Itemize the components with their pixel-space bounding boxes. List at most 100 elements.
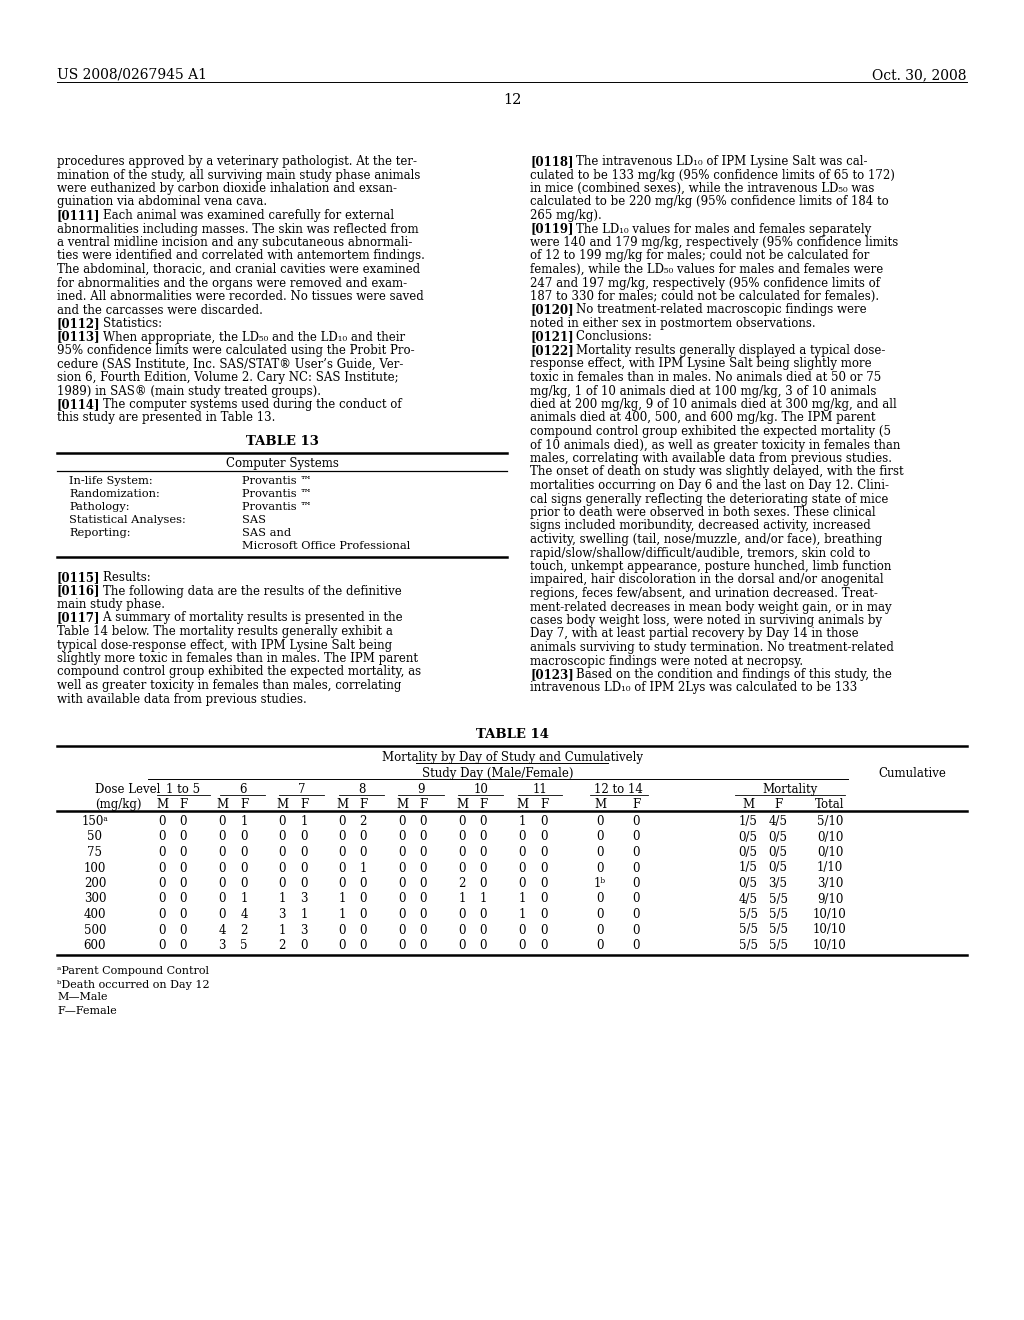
Text: 0: 0 [479,830,486,843]
Text: 0/5: 0/5 [738,830,758,843]
Text: 3: 3 [300,924,308,936]
Text: 5/5: 5/5 [768,924,787,936]
Text: 10/10: 10/10 [813,939,847,952]
Text: 1: 1 [518,814,525,828]
Text: M: M [216,799,228,810]
Text: In-life System:: In-life System: [69,477,153,486]
Text: 0: 0 [218,908,225,921]
Text: 0: 0 [479,939,486,952]
Text: 1/5: 1/5 [738,862,758,874]
Text: 0: 0 [338,814,346,828]
Text: 0: 0 [179,846,186,859]
Text: The intravenous LD₁₀ of IPM Lysine Salt was cal-: The intravenous LD₁₀ of IPM Lysine Salt … [560,154,867,168]
Text: activity, swelling (tail, nose/muzzle, and/or face), breathing: activity, swelling (tail, nose/muzzle, a… [530,533,883,546]
Text: rapid/slow/shallow/difficult/audible, tremors, skin cold to: rapid/slow/shallow/difficult/audible, tr… [530,546,870,560]
Text: 0: 0 [398,876,406,890]
Text: 0: 0 [279,846,286,859]
Text: 2: 2 [279,939,286,952]
Text: Pathology:: Pathology: [69,502,129,512]
Text: 4: 4 [218,924,225,936]
Text: a ventral midline incision and any subcutaneous abnormali-: a ventral midline incision and any subcu… [57,236,413,249]
Text: 5: 5 [241,939,248,952]
Text: 1ᵇ: 1ᵇ [594,876,606,890]
Text: of 12 to 199 mg/kg for males; could not be calculated for: of 12 to 199 mg/kg for males; could not … [530,249,869,263]
Text: 0: 0 [541,876,548,890]
Text: prior to death were observed in both sexes. These clinical: prior to death were observed in both sex… [530,506,876,519]
Text: 0: 0 [632,939,640,952]
Text: females), while the LD₅₀ values for males and females were: females), while the LD₅₀ values for male… [530,263,884,276]
Text: Oct. 30, 2008: Oct. 30, 2008 [872,69,967,82]
Text: 0: 0 [632,862,640,874]
Text: M: M [594,799,606,810]
Text: 0: 0 [632,814,640,828]
Text: 0: 0 [159,814,166,828]
Text: 1989) in SAS® (main study treated groups).: 1989) in SAS® (main study treated groups… [57,384,321,397]
Text: macroscopic findings were noted at necropsy.: macroscopic findings were noted at necro… [530,655,803,668]
Text: 265 mg/kg).: 265 mg/kg). [530,209,602,222]
Text: 0: 0 [300,846,308,859]
Text: M: M [456,799,468,810]
Text: ᵃParent Compound Control: ᵃParent Compound Control [57,966,209,977]
Text: 1: 1 [518,892,525,906]
Text: [0114]: [0114] [57,399,100,411]
Text: 0: 0 [596,862,604,874]
Text: 4/5: 4/5 [768,814,787,828]
Text: 0: 0 [159,862,166,874]
Text: Provantis ™: Provantis ™ [242,502,311,512]
Text: 6: 6 [240,783,247,796]
Text: 0: 0 [398,862,406,874]
Text: ined. All abnormalities were recorded. No tissues were saved: ined. All abnormalities were recorded. N… [57,290,424,304]
Text: 1: 1 [300,814,307,828]
Text: Mortality by Day of Study and Cumulatively: Mortality by Day of Study and Cumulative… [382,751,642,764]
Text: 0: 0 [179,814,186,828]
Text: 0/5: 0/5 [738,876,758,890]
Text: 0: 0 [279,814,286,828]
Text: 0: 0 [338,924,346,936]
Text: and the carcasses were discarded.: and the carcasses were discarded. [57,304,263,317]
Text: animals died at 400, 500, and 600 mg/kg. The IPM parent: animals died at 400, 500, and 600 mg/kg.… [530,412,876,425]
Text: 0: 0 [159,846,166,859]
Text: 0: 0 [241,862,248,874]
Text: 0: 0 [359,876,367,890]
Text: 0: 0 [179,830,186,843]
Text: 5/5: 5/5 [738,908,758,921]
Text: 0: 0 [459,924,466,936]
Text: 0: 0 [179,939,186,952]
Text: Statistics:: Statistics: [88,317,162,330]
Text: [0117]: [0117] [57,611,100,624]
Text: The LD₁₀ values for males and females separately: The LD₁₀ values for males and females se… [560,223,870,235]
Text: 0: 0 [398,892,406,906]
Text: mg/kg, 1 of 10 animals died at 100 mg/kg, 3 of 10 animals: mg/kg, 1 of 10 animals died at 100 mg/kg… [530,384,877,397]
Text: [0119]: [0119] [530,223,573,235]
Text: 0: 0 [218,876,225,890]
Text: F: F [540,799,548,810]
Text: 95% confidence limits were calculated using the Probit Pro-: 95% confidence limits were calculated us… [57,345,415,356]
Text: 0: 0 [300,830,308,843]
Text: cal signs generally reflecting the deteriorating state of mice: cal signs generally reflecting the deter… [530,492,889,506]
Text: 0: 0 [419,830,427,843]
Text: 0: 0 [596,908,604,921]
Text: 0: 0 [338,939,346,952]
Text: 0: 0 [179,876,186,890]
Text: 7: 7 [298,783,306,796]
Text: 0/5: 0/5 [768,830,787,843]
Text: 0: 0 [632,876,640,890]
Text: F—Female: F—Female [57,1006,117,1015]
Text: 1: 1 [459,892,466,906]
Text: Randomization:: Randomization: [69,488,160,499]
Text: Provantis ™: Provantis ™ [242,488,311,499]
Text: Mortality: Mortality [763,783,817,796]
Text: 1: 1 [279,924,286,936]
Text: 0: 0 [419,908,427,921]
Text: 0: 0 [479,814,486,828]
Text: 1: 1 [300,908,307,921]
Text: impaired, hair discoloration in the dorsal and/or anogenital: impaired, hair discoloration in the dors… [530,573,884,586]
Text: 0: 0 [159,892,166,906]
Text: 0: 0 [300,862,308,874]
Text: 0: 0 [218,846,225,859]
Text: 1 to 5: 1 to 5 [166,783,200,796]
Text: 2: 2 [241,924,248,936]
Text: SAS and: SAS and [242,528,291,539]
Text: 3/10: 3/10 [817,876,843,890]
Text: 0: 0 [179,862,186,874]
